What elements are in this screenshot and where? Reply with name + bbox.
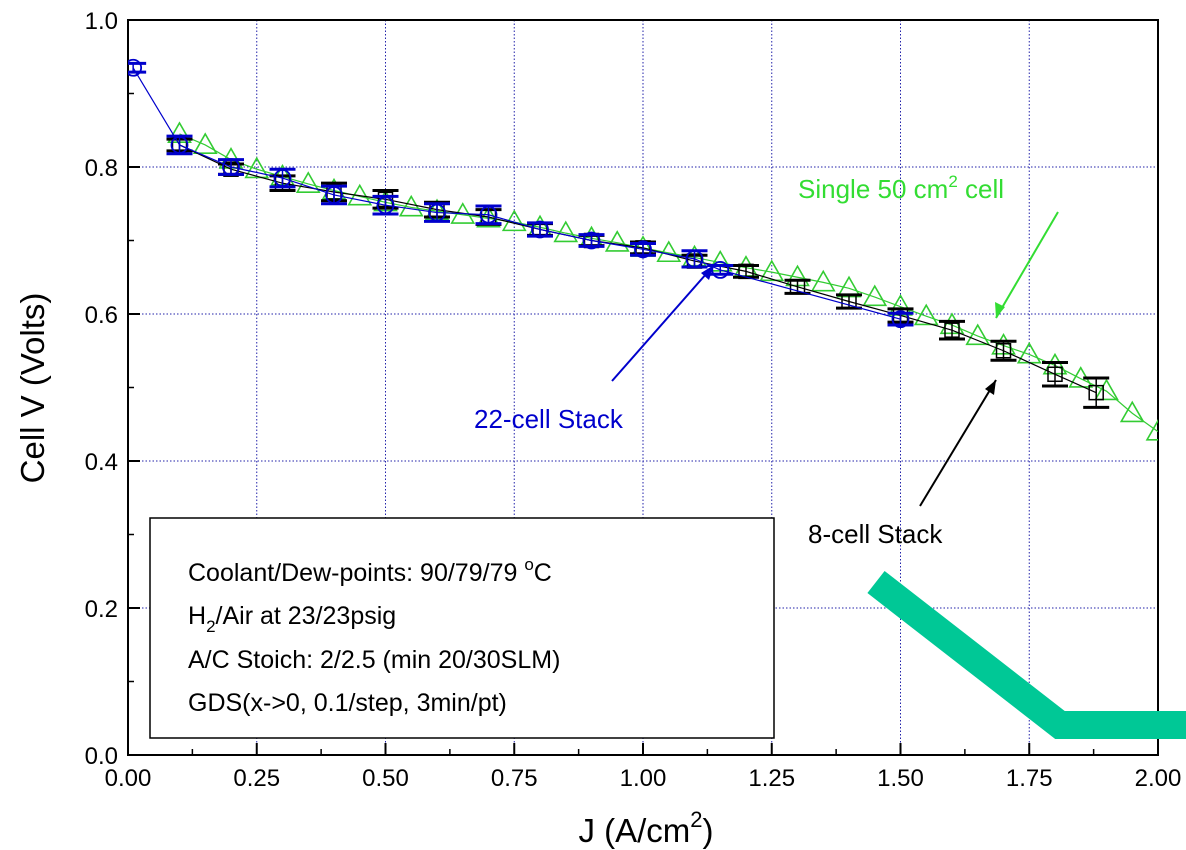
arrow-single-cell — [995, 211, 1059, 319]
data-point-triangle — [604, 230, 630, 252]
data-point-triangle — [295, 171, 321, 193]
y-tick-label: 0.8 — [85, 155, 118, 182]
data-point-triangle — [1094, 378, 1119, 401]
annotation-arrows — [611, 211, 1059, 507]
data-point-circle — [222, 158, 240, 176]
x-tick-label: 1.00 — [620, 765, 667, 792]
data-point-triangle — [810, 269, 836, 292]
x-tick-label: 0.50 — [362, 765, 409, 792]
axis-ticks — [127, 19, 1159, 756]
y-axis-title: Cell V (Volts) — [14, 293, 51, 484]
x-tick-label: 0.00 — [105, 765, 152, 792]
data-point-circle — [376, 196, 395, 215]
grid-lines — [128, 20, 1158, 755]
series-layer — [128, 58, 1158, 441]
data-point-circle — [891, 310, 910, 329]
data-point-triangle — [913, 303, 939, 326]
x-tick-label: 1.25 — [748, 765, 795, 792]
data-point-triangle — [244, 156, 270, 179]
arrowhead-22-cell — [701, 265, 714, 280]
data-point-square — [944, 322, 960, 338]
data-point-triangle — [192, 132, 218, 154]
data-point-square — [789, 279, 806, 295]
x-tick-label: 0.25 — [233, 765, 280, 792]
data-point-circle — [128, 58, 143, 77]
data-point-triangle — [1145, 418, 1158, 441]
data-point-circle — [582, 231, 601, 250]
conditions-box-frame — [149, 517, 775, 739]
data-point-circle — [325, 186, 343, 204]
data-point-square — [841, 293, 857, 310]
x-tick-label: 1.75 — [1006, 765, 1053, 792]
data-point-circle — [634, 240, 652, 259]
data-point-triangle — [759, 259, 785, 282]
series-line — [179, 133, 1158, 433]
data-point-square — [1047, 366, 1063, 383]
conditions-line-3: A/C Stoich: 2/2.5 (min 20/30SLM) — [188, 646, 560, 674]
conditions-box: Coolant/Dew-points: 90/79/79 oC H2/Air a… — [149, 517, 775, 739]
y-tick-label: 0.4 — [85, 449, 118, 476]
data-point-triangle — [965, 323, 991, 346]
data-point-square — [738, 263, 754, 280]
arrow-8-cell — [919, 379, 997, 507]
y-tick-label: 0.0 — [85, 743, 118, 770]
data-point-triangle — [476, 205, 501, 228]
x-tick-label: 1.50 — [877, 765, 924, 792]
series-circle — [128, 58, 914, 329]
data-point-triangle — [1119, 400, 1145, 423]
conditions-line-1: Coolant/Dew-points: 90/79/79 oC — [188, 555, 552, 587]
x-tick-label: 2.00 — [1135, 765, 1182, 792]
data-point-circle — [685, 249, 704, 268]
x-axis-title: J (A/cm2) — [578, 807, 713, 849]
arrowhead-single-cell — [995, 302, 1005, 318]
decorative-thick-stroke — [867, 570, 1186, 739]
data-point-square — [1088, 384, 1104, 401]
data-point-triangle — [862, 284, 888, 307]
data-point-circle — [170, 136, 189, 154]
label-8-cell-stack: 8-cell Stack — [808, 519, 943, 549]
arrowhead-8-cell — [985, 380, 996, 395]
data-point-circle — [428, 203, 446, 222]
data-point-circle — [531, 220, 549, 239]
axis-tick-labels: 0.00 0.25 0.50 0.75 1.00 1.25 1.50 1.75 2.00 0.0 0… — [85, 8, 1182, 792]
y-tick-label: 0.6 — [85, 302, 118, 329]
y-tick-label: 1.0 — [85, 8, 118, 35]
conditions-line-2: H2/Air at 23/23psig — [188, 602, 396, 636]
data-point-square — [995, 343, 1012, 359]
data-point-triangle — [656, 240, 682, 263]
arrow-22-cell — [611, 264, 715, 382]
x-tick-label: 0.75 — [491, 765, 538, 792]
data-point-circle — [479, 205, 498, 224]
label-22-cell-stack: 22-cell Stack — [474, 404, 624, 434]
label-single-cell: Single 50 cm2 cell — [798, 172, 1004, 204]
conditions-line-4: GDS(x->0, 0.1/step, 3min/pt) — [188, 689, 507, 717]
data-point-circle — [273, 169, 292, 187]
series-triangle — [167, 121, 1158, 441]
y-tick-label: 0.2 — [85, 596, 118, 623]
data-point-triangle — [553, 220, 579, 243]
